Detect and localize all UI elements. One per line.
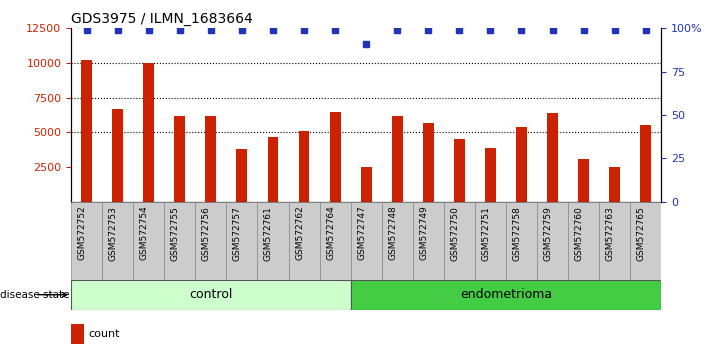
Text: GDS3975 / ILMN_1683664: GDS3975 / ILMN_1683664 bbox=[71, 12, 253, 26]
Text: GSM572753: GSM572753 bbox=[109, 206, 118, 261]
Text: GSM572755: GSM572755 bbox=[171, 206, 180, 261]
Bar bbox=[319, 202, 351, 280]
Text: GSM572747: GSM572747 bbox=[357, 206, 366, 261]
Bar bbox=[71, 324, 84, 344]
Text: GSM572760: GSM572760 bbox=[574, 206, 584, 261]
Bar bbox=[71, 202, 102, 280]
Bar bbox=[351, 202, 382, 280]
Text: GSM572750: GSM572750 bbox=[450, 206, 459, 261]
Bar bbox=[71, 280, 351, 310]
Text: GSM572749: GSM572749 bbox=[419, 206, 428, 261]
Bar bbox=[609, 167, 620, 202]
Bar bbox=[112, 109, 123, 202]
Text: GSM572763: GSM572763 bbox=[606, 206, 614, 261]
Bar bbox=[506, 202, 537, 280]
Bar bbox=[351, 280, 661, 310]
Bar bbox=[578, 159, 589, 202]
Bar bbox=[144, 63, 154, 202]
Bar bbox=[475, 202, 506, 280]
Bar bbox=[226, 202, 257, 280]
Text: GSM572761: GSM572761 bbox=[264, 206, 273, 261]
Bar bbox=[413, 202, 444, 280]
Bar bbox=[630, 202, 661, 280]
Bar bbox=[102, 202, 133, 280]
Bar bbox=[444, 202, 475, 280]
Text: disease state: disease state bbox=[0, 290, 70, 300]
Bar bbox=[454, 139, 465, 202]
Bar bbox=[164, 202, 196, 280]
Bar bbox=[599, 202, 630, 280]
Text: GSM572756: GSM572756 bbox=[202, 206, 211, 261]
Bar bbox=[289, 202, 319, 280]
Bar bbox=[392, 116, 402, 202]
Bar bbox=[423, 123, 434, 202]
Bar bbox=[205, 116, 216, 202]
Bar bbox=[267, 137, 279, 202]
Text: GSM572751: GSM572751 bbox=[481, 206, 491, 261]
Bar bbox=[174, 116, 186, 202]
Text: GSM572752: GSM572752 bbox=[77, 206, 87, 261]
Bar bbox=[537, 202, 568, 280]
Text: GSM572759: GSM572759 bbox=[543, 206, 552, 261]
Text: GSM572764: GSM572764 bbox=[326, 206, 335, 261]
Bar bbox=[237, 149, 247, 202]
Text: GSM572765: GSM572765 bbox=[636, 206, 646, 261]
Text: GSM572754: GSM572754 bbox=[140, 206, 149, 261]
Bar bbox=[330, 112, 341, 202]
Bar bbox=[382, 202, 413, 280]
Bar bbox=[81, 60, 92, 202]
Bar bbox=[257, 202, 289, 280]
Bar bbox=[641, 125, 651, 202]
Text: count: count bbox=[89, 329, 120, 339]
Text: GSM572748: GSM572748 bbox=[388, 206, 397, 261]
Text: endometrioma: endometrioma bbox=[460, 288, 552, 301]
Bar bbox=[485, 148, 496, 202]
Text: GSM572757: GSM572757 bbox=[233, 206, 242, 261]
Bar bbox=[516, 127, 527, 202]
Bar bbox=[196, 202, 226, 280]
Bar bbox=[360, 167, 372, 202]
Text: GSM572762: GSM572762 bbox=[295, 206, 304, 261]
Bar bbox=[568, 202, 599, 280]
Bar bbox=[547, 113, 558, 202]
Bar bbox=[133, 202, 164, 280]
Text: control: control bbox=[189, 288, 232, 301]
Text: GSM572758: GSM572758 bbox=[513, 206, 521, 261]
Bar bbox=[299, 131, 309, 202]
